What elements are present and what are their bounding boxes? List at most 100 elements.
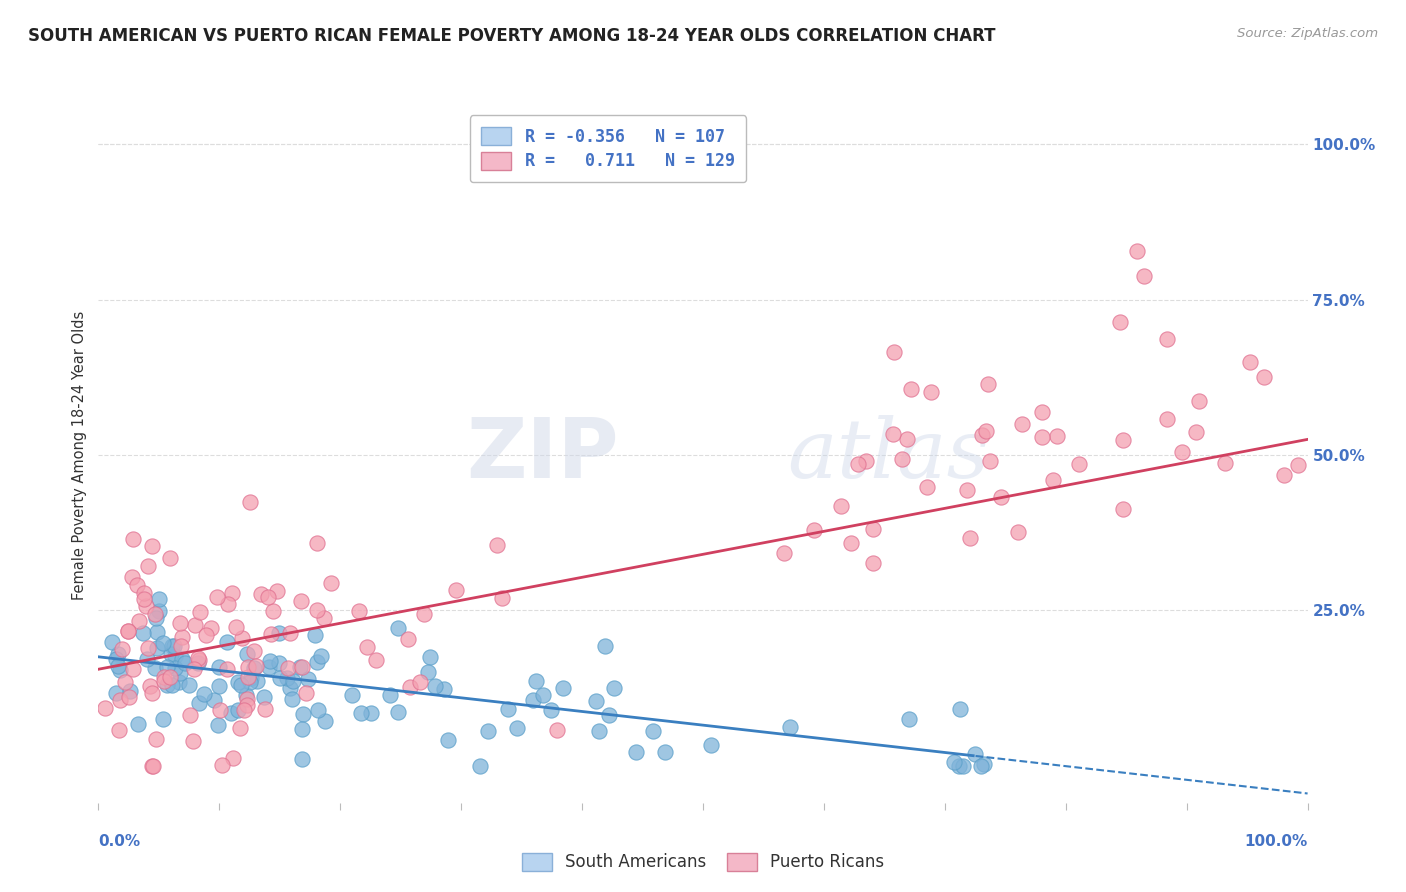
Point — [956, 483, 979, 497]
Point — [269, 657, 291, 671]
Point — [236, 660, 259, 674]
Point — [305, 536, 328, 550]
Point — [169, 615, 191, 630]
Point — [839, 536, 862, 550]
Point — [118, 683, 141, 698]
Point — [283, 673, 305, 688]
Point — [540, 703, 562, 717]
Point — [127, 717, 149, 731]
Point — [896, 432, 918, 446]
Point — [948, 758, 970, 772]
Point — [217, 634, 239, 648]
Point — [900, 382, 922, 396]
Point — [1126, 244, 1149, 259]
Point — [387, 621, 409, 635]
Point — [110, 693, 132, 707]
Point — [1286, 458, 1309, 473]
Point — [973, 756, 995, 771]
Point — [135, 651, 157, 665]
Point — [307, 703, 329, 717]
Point — [117, 624, 139, 638]
Point — [134, 586, 156, 600]
Point — [291, 752, 314, 766]
Point — [1133, 268, 1156, 283]
Point — [290, 594, 312, 608]
Point — [122, 662, 145, 676]
Point — [187, 653, 209, 667]
Point — [226, 674, 249, 689]
Point — [288, 660, 311, 674]
Point — [498, 702, 520, 716]
Point — [952, 758, 974, 772]
Point — [235, 647, 257, 661]
Point — [167, 674, 190, 689]
Point — [699, 738, 721, 752]
Point — [1239, 355, 1261, 369]
Point — [117, 624, 139, 638]
Point — [107, 647, 129, 661]
Point — [217, 597, 239, 611]
Point — [297, 672, 319, 686]
Point — [253, 701, 276, 715]
Point — [291, 722, 314, 736]
Point — [551, 681, 574, 695]
Point — [278, 681, 301, 695]
Point — [855, 454, 877, 468]
Point — [145, 731, 167, 746]
Point — [948, 702, 970, 716]
Point — [883, 345, 905, 359]
Point — [779, 720, 801, 734]
Point — [257, 659, 280, 673]
Point — [174, 656, 197, 670]
Point — [267, 626, 290, 640]
Text: 100.0%: 100.0% — [1244, 834, 1308, 849]
Point — [239, 675, 262, 690]
Point — [1112, 433, 1135, 447]
Point — [169, 666, 191, 681]
Point — [94, 701, 117, 715]
Point — [959, 531, 981, 545]
Point — [165, 661, 187, 675]
Point — [277, 661, 299, 675]
Point — [470, 758, 492, 772]
Point — [269, 671, 291, 685]
Point — [139, 680, 162, 694]
Point — [593, 639, 616, 653]
Point — [278, 626, 301, 640]
Point — [803, 524, 825, 538]
Point — [200, 621, 222, 635]
Point — [235, 688, 257, 702]
Point — [114, 674, 136, 689]
Point — [1007, 525, 1029, 540]
Point — [136, 640, 159, 655]
Point — [104, 652, 127, 666]
Point — [977, 376, 1000, 391]
Point — [433, 681, 456, 696]
Point — [425, 680, 447, 694]
Point — [491, 591, 513, 606]
Point — [118, 690, 141, 705]
Point — [152, 712, 174, 726]
Point — [444, 582, 467, 597]
Point — [170, 639, 193, 653]
Point — [281, 692, 304, 706]
Point — [221, 585, 243, 599]
Point — [229, 678, 252, 692]
Point — [202, 692, 225, 706]
Point — [990, 490, 1012, 504]
Point — [419, 650, 441, 665]
Point — [165, 648, 187, 663]
Point — [136, 559, 159, 574]
Point — [181, 734, 204, 748]
Point — [243, 661, 266, 675]
Point — [245, 659, 267, 673]
Point — [1109, 315, 1132, 329]
Point — [1031, 430, 1053, 444]
Point — [250, 587, 273, 601]
Point — [145, 611, 167, 625]
Point — [205, 591, 228, 605]
Point — [128, 614, 150, 628]
Point — [170, 652, 193, 666]
Point — [222, 751, 245, 765]
Point — [152, 636, 174, 650]
